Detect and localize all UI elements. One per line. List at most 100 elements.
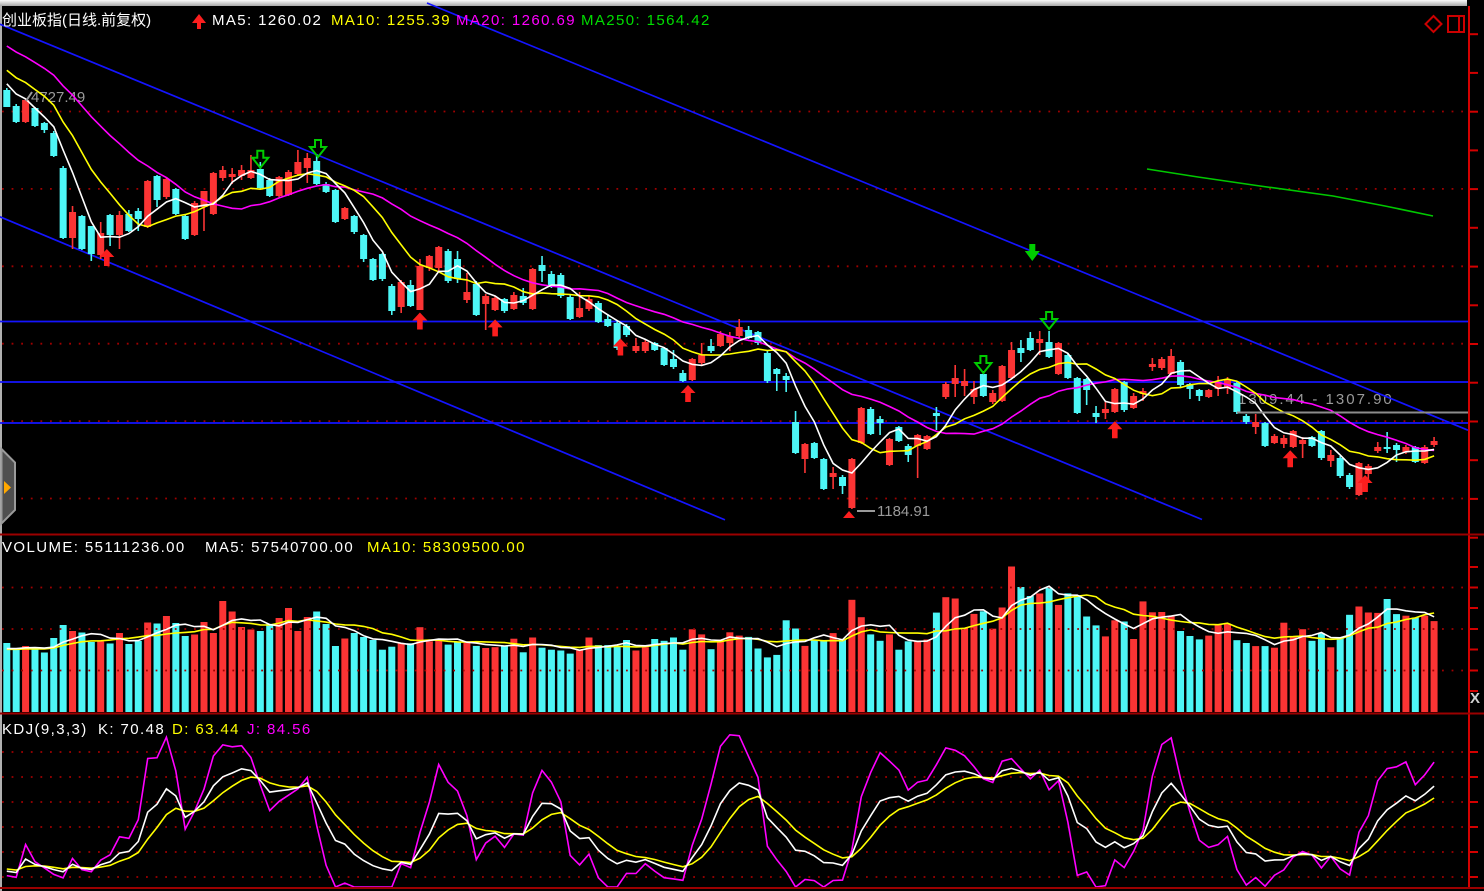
- candle-body[interactable]: [463, 292, 471, 300]
- candle-body[interactable]: [181, 216, 189, 239]
- candle-body[interactable]: [144, 181, 152, 227]
- volume-bar[interactable]: [1092, 625, 1100, 712]
- volume-bar[interactable]: [407, 643, 415, 712]
- volume-bar[interactable]: [660, 640, 668, 712]
- volume-bar[interactable]: [688, 629, 696, 712]
- candle-body[interactable]: [651, 343, 659, 350]
- volume-bar[interactable]: [1242, 643, 1250, 712]
- candle-body[interactable]: [1421, 447, 1429, 463]
- volume-bar[interactable]: [942, 597, 950, 712]
- volume-bar[interactable]: [1045, 587, 1053, 712]
- volume-bar[interactable]: [454, 642, 462, 712]
- candle-body[interactable]: [576, 308, 584, 317]
- candle-body[interactable]: [623, 326, 631, 335]
- volume-bar[interactable]: [1064, 593, 1072, 712]
- volume-bar[interactable]: [1252, 646, 1260, 712]
- volume-bar[interactable]: [1308, 640, 1316, 712]
- volume-bar[interactable]: [1393, 614, 1401, 712]
- volume-bar[interactable]: [87, 642, 95, 712]
- candle-body[interactable]: [369, 259, 377, 280]
- candle-body[interactable]: [1195, 390, 1203, 396]
- candle-body[interactable]: [40, 123, 48, 130]
- candle-body[interactable]: [153, 176, 161, 200]
- volume-bar[interactable]: [1214, 624, 1222, 712]
- volume-bar[interactable]: [745, 636, 753, 712]
- candle-body[interactable]: [275, 177, 283, 196]
- candle-body[interactable]: [397, 282, 405, 307]
- candle-body[interactable]: [1374, 447, 1382, 451]
- candle-body[interactable]: [679, 373, 687, 381]
- volume-bar[interactable]: [1195, 639, 1203, 712]
- volume-bar[interactable]: [829, 633, 837, 712]
- volume-bar[interactable]: [369, 640, 377, 712]
- candle-body[interactable]: [839, 477, 847, 486]
- volume-bar[interactable]: [500, 646, 508, 712]
- candle-body[interactable]: [792, 422, 800, 453]
- volume-bar[interactable]: [623, 640, 631, 712]
- candle-body[interactable]: [914, 435, 922, 446]
- candle-body[interactable]: [895, 427, 903, 441]
- candle-body[interactable]: [1120, 382, 1128, 410]
- volume-bar[interactable]: [566, 653, 574, 712]
- trend-line[interactable]: [0, 216, 726, 521]
- candle-body[interactable]: [256, 169, 264, 188]
- candle-body[interactable]: [407, 285, 415, 306]
- volume-bar[interactable]: [932, 612, 940, 712]
- candle-body[interactable]: [726, 336, 734, 343]
- volume-bar[interactable]: [1346, 614, 1354, 712]
- volume-bar[interactable]: [303, 617, 311, 712]
- candle-body[interactable]: [519, 296, 527, 303]
- candle-body[interactable]: [951, 378, 959, 384]
- diamond-icon[interactable]: [1424, 14, 1443, 34]
- candle-body[interactable]: [632, 346, 640, 351]
- candle-body[interactable]: [350, 216, 358, 232]
- volume-bar[interactable]: [735, 635, 743, 712]
- volume-bar[interactable]: [1083, 616, 1091, 713]
- candle-body[interactable]: [970, 389, 978, 397]
- candle-body[interactable]: [942, 384, 950, 397]
- candle-body[interactable]: [1036, 339, 1044, 343]
- volume-bar[interactable]: [1073, 596, 1081, 713]
- volume-bar[interactable]: [820, 640, 828, 712]
- candle-body[interactable]: [1346, 475, 1354, 487]
- candle-body[interactable]: [59, 168, 67, 238]
- candle-body[interactable]: [1177, 362, 1185, 385]
- volume-bar[interactable]: [416, 627, 424, 712]
- candle-body[interactable]: [547, 274, 555, 287]
- volume-bar[interactable]: [754, 648, 762, 713]
- candle-body[interactable]: [491, 298, 499, 310]
- candle-body[interactable]: [134, 211, 142, 219]
- candle-body[interactable]: [388, 286, 396, 311]
- volume-bar[interactable]: [463, 642, 471, 712]
- candle-body[interactable]: [1101, 409, 1109, 413]
- volume-bar[interactable]: [31, 649, 39, 712]
- candle-body[interactable]: [31, 108, 39, 126]
- volume-bar[interactable]: [22, 646, 30, 712]
- volume-bar[interactable]: [238, 627, 246, 712]
- volume-bar[interactable]: [510, 638, 518, 712]
- candle-body[interactable]: [1148, 364, 1156, 367]
- candle-body[interactable]: [435, 247, 443, 268]
- volume-bar[interactable]: [679, 649, 687, 712]
- volume-bar[interactable]: [1186, 636, 1194, 712]
- volume-bar[interactable]: [3, 643, 11, 712]
- candle-body[interactable]: [1308, 437, 1316, 446]
- volume-bar[interactable]: [801, 645, 809, 712]
- candle-body[interactable]: [1186, 384, 1194, 389]
- volume-bar[interactable]: [59, 625, 67, 712]
- volume-bar[interactable]: [594, 645, 602, 712]
- volume-bar[interactable]: [1158, 612, 1166, 712]
- candle-body[interactable]: [1252, 422, 1260, 427]
- volume-bar[interactable]: [1261, 646, 1269, 712]
- candle-body[interactable]: [1026, 338, 1034, 350]
- candle-body[interactable]: [1111, 389, 1119, 412]
- volume-bar[interactable]: [1167, 616, 1175, 712]
- candle-body[interactable]: [529, 269, 537, 309]
- volume-bar[interactable]: [519, 652, 527, 712]
- volume-bar[interactable]: [388, 646, 396, 712]
- volume-bar[interactable]: [1383, 599, 1391, 712]
- candle-body[interactable]: [22, 100, 30, 122]
- candle-body[interactable]: [125, 214, 133, 231]
- volume-bar[interactable]: [1148, 612, 1156, 712]
- candle-body[interactable]: [698, 355, 706, 363]
